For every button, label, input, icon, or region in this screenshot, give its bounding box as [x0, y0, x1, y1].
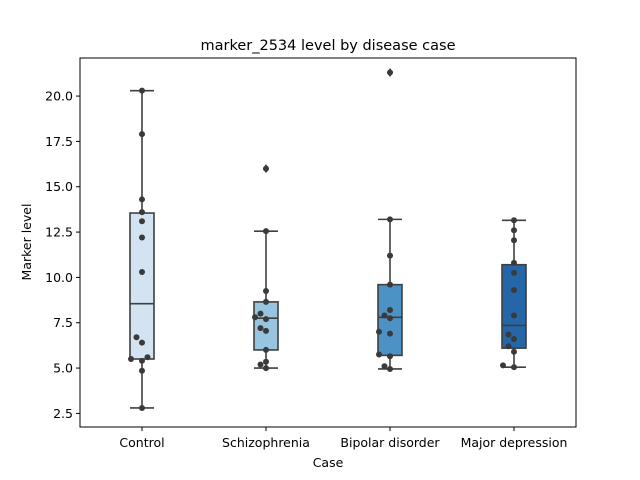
data-point: [139, 357, 145, 364]
y-tick-label: 5.0: [53, 361, 73, 376]
box: [253, 301, 279, 351]
plot-area-background: [80, 58, 576, 427]
y-tick-label: 15.0: [45, 179, 73, 194]
data-point: [263, 358, 269, 365]
data-point: [387, 69, 393, 76]
box: [501, 263, 527, 349]
data-point: [511, 348, 517, 355]
data-point: [387, 315, 393, 322]
points-group: [252, 165, 269, 372]
data-point: [139, 367, 145, 374]
x-tick-label: Major depression: [461, 435, 568, 450]
data-point: [511, 259, 517, 266]
points-group: [376, 69, 393, 372]
data-point: [139, 87, 145, 94]
data-point: [511, 287, 517, 294]
data-point: [139, 234, 145, 241]
data-point: [511, 237, 517, 244]
data-point: [387, 252, 393, 259]
x-tick-label: Schizophrenia: [222, 435, 310, 450]
data-point: [387, 281, 393, 288]
data-point: [376, 328, 382, 335]
data-point: [381, 363, 388, 370]
x-tick-label: Bipolar disorder: [340, 435, 440, 450]
data-point: [511, 227, 517, 234]
y-tick-label: 20.0: [45, 89, 73, 104]
data-point: [139, 209, 145, 216]
data-point: [263, 346, 269, 353]
data-point: [139, 268, 145, 275]
data-point: [252, 314, 258, 321]
data-point: [133, 334, 140, 341]
data-point: [139, 131, 145, 138]
data-point: [511, 217, 517, 224]
data-point: [376, 351, 382, 358]
y-axis: 2.5 5.0 7.5 10.0 12.5 15.0 17.5 20.0: [45, 89, 80, 421]
y-tick-label: 12.5: [45, 225, 73, 240]
data-point: [128, 356, 134, 363]
data-point: [139, 196, 145, 203]
data-point: [505, 343, 512, 350]
data-point: [387, 365, 393, 372]
data-point: [511, 269, 517, 276]
data-point: [263, 327, 269, 334]
data-point: [387, 307, 393, 314]
data-point: [263, 298, 269, 305]
x-tick-label: Control: [119, 435, 164, 450]
y-tick-label: 10.0: [45, 270, 73, 285]
plot-frame: [79, 57, 577, 428]
data-point: [139, 404, 145, 411]
y-tick-label: 2.5: [53, 406, 73, 421]
data-point: [263, 165, 269, 172]
chart-marks: [128, 68, 527, 411]
data-point: [263, 365, 269, 372]
points-group: [500, 217, 517, 371]
data-point: [511, 364, 517, 371]
data-point: [139, 339, 145, 346]
data-point: [387, 216, 393, 223]
data-point: [387, 353, 393, 360]
data-point: [144, 354, 151, 361]
y-tick-label: 7.5: [53, 315, 73, 330]
x-axis: Control Schizophrenia Bipolar disorder Majo…: [119, 427, 567, 450]
data-point: [263, 228, 269, 235]
data-point: [257, 310, 264, 317]
data-point: [511, 312, 517, 319]
data-point: [263, 316, 269, 323]
data-point: [511, 336, 517, 343]
points-group: [128, 87, 151, 411]
data-point: [257, 325, 264, 332]
y-axis-label: Marker level: [19, 204, 34, 281]
chart-title: marker_2534 level by disease case: [201, 38, 456, 54]
data-point: [139, 218, 145, 225]
data-point: [387, 330, 393, 337]
data-point: [500, 362, 506, 369]
data-point: [381, 312, 388, 319]
data-point: [263, 288, 269, 295]
x-axis-label: Case: [313, 455, 344, 470]
data-point: [505, 331, 512, 338]
y-tick-label: 17.5: [45, 134, 73, 149]
data-point: [257, 361, 264, 368]
